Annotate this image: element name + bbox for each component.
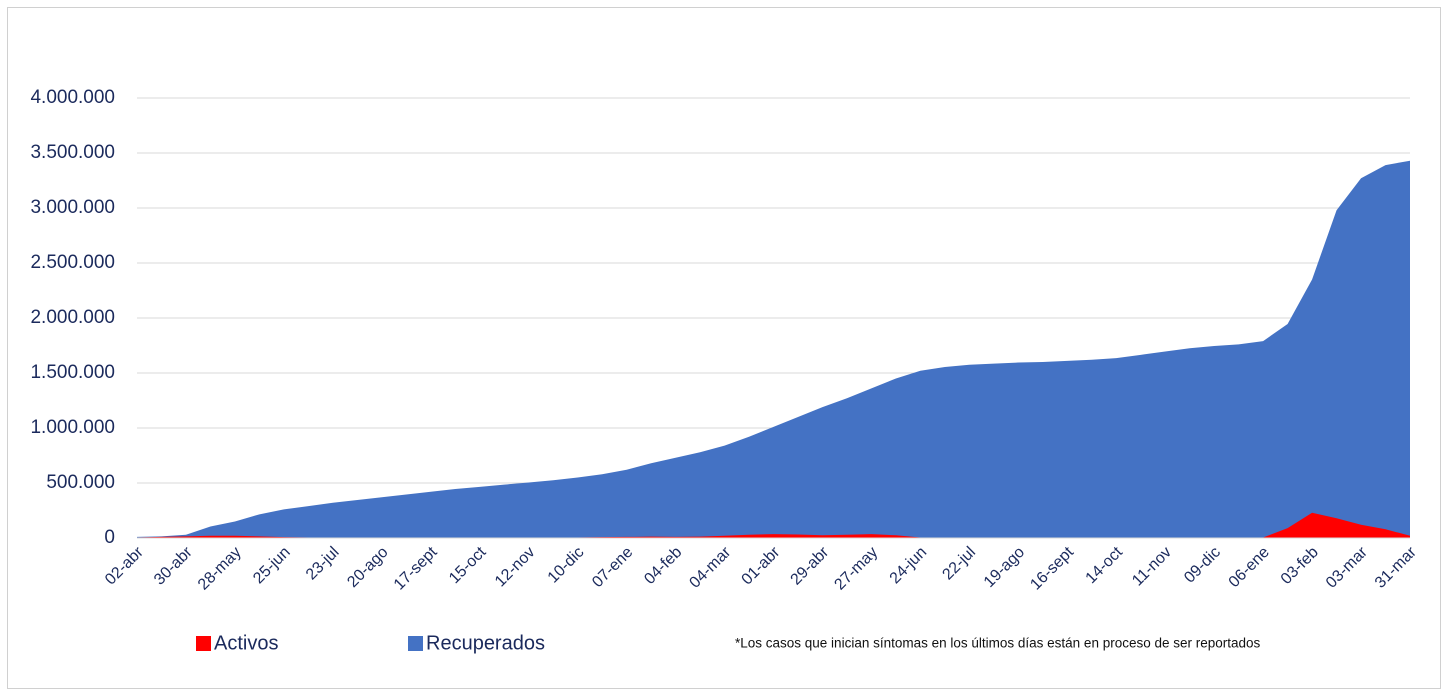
y-tick-label: 1.500.000: [30, 362, 115, 383]
legend-label: Activos: [214, 632, 278, 654]
y-tick-label: 3.000.000: [30, 197, 115, 218]
plot-area: [137, 160, 1410, 538]
footnote: *Los casos que inician síntomas en los ú…: [735, 636, 1261, 651]
area: [137, 512, 1410, 538]
y-tick-label: 500.000: [46, 472, 115, 493]
y-tick-label: 3.500.000: [30, 142, 115, 163]
legend-swatch: [408, 636, 423, 651]
legend-label: Recuperados: [426, 632, 545, 654]
legend-swatch: [196, 636, 211, 651]
y-tick-label: 2.500.000: [30, 252, 115, 273]
y-tick-label: 0: [104, 527, 115, 548]
y-tick-label: 1.000.000: [30, 417, 115, 438]
y-tick-label: 2.000.000: [30, 307, 115, 328]
y-tick-label: 4.000.000: [30, 87, 115, 108]
area: [137, 160, 1410, 538]
